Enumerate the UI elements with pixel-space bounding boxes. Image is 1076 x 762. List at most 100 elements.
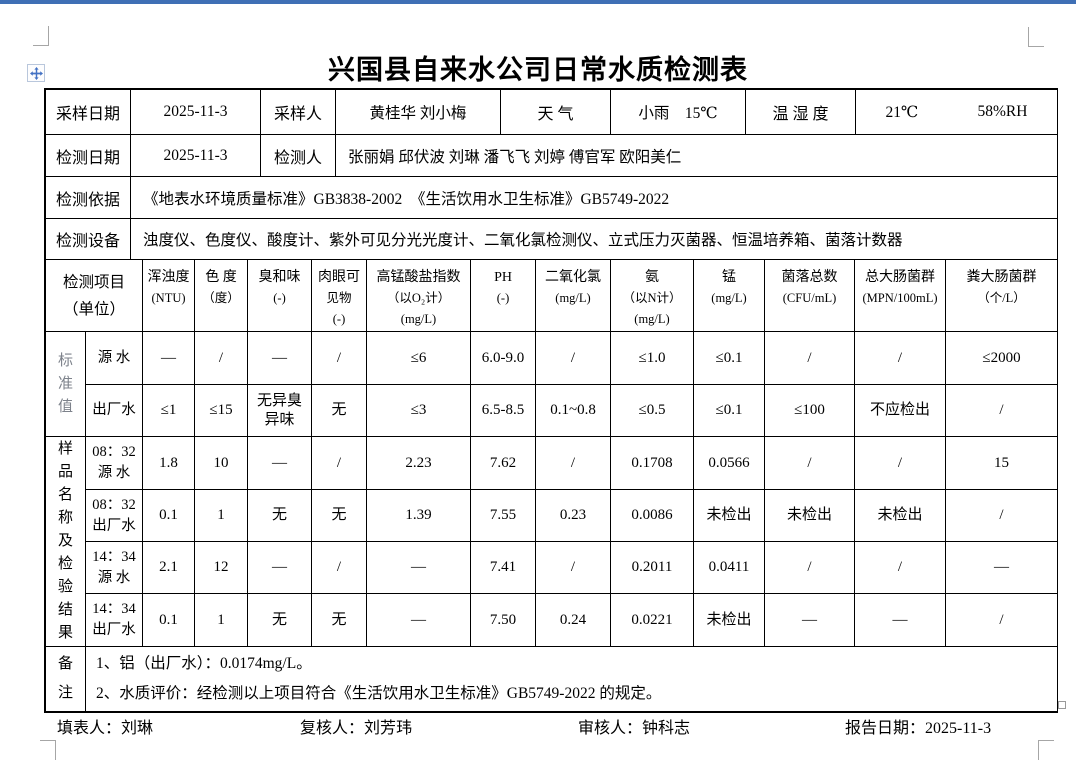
temperature-value: 21℃ xyxy=(885,103,919,121)
group-label-standard: 标准值 xyxy=(45,331,86,437)
water-quality-table: 采样日期 2025-11-3 采样人 黄桂华 刘小梅 天 气 小雨 15℃ 温 … xyxy=(44,88,1059,713)
sampling-info-row: 采样日期 2025-11-3 采样人 黄桂华 刘小梅 天 气 小雨 15℃ 温 … xyxy=(45,89,1058,135)
row-label-line: 出厂水 xyxy=(92,622,136,638)
value-cell-col8: 0.2011 xyxy=(610,541,695,594)
page-margin-mark-top-right xyxy=(1028,27,1044,47)
test-date-value: 2025-11-3 xyxy=(130,134,261,177)
column-header-10: 菌落总数 (CFU/mL) xyxy=(764,259,856,332)
value-cell-col2: 12 xyxy=(194,541,249,594)
group-label-char: 检 xyxy=(57,556,73,572)
value-cell-col7: / xyxy=(535,331,612,385)
value-cell-col9: 0.0411 xyxy=(693,541,766,594)
column-name-line: 高锰酸盐指数 xyxy=(376,270,461,285)
column-name-line: 色 度 xyxy=(205,270,237,285)
value-cell-col11: 不应检出 xyxy=(854,384,947,437)
column-name-line: 总大肠菌群 xyxy=(865,270,936,285)
value-cell-col8: 0.0221 xyxy=(610,593,695,647)
row-label-line: 源 水 xyxy=(97,349,131,366)
value-cell-col12: 15 xyxy=(945,436,1059,490)
remark-label-char: 备 xyxy=(57,656,73,672)
value-cell-col2: 1 xyxy=(194,489,249,542)
grid-data-row: 14：34 源 水 2.1 12— / —7.41/0.2011 0.0411// — xyxy=(46,541,1059,594)
value-cell-col11: / xyxy=(854,331,947,385)
column-unit-line: (-) xyxy=(496,291,510,305)
row-label: 08：32 出厂水 xyxy=(84,489,144,542)
page-margin-mark-bottom-left xyxy=(40,740,56,760)
move-cross-icon xyxy=(29,66,43,80)
remark-line-2: 2、水质评价：经检测以上项目符合《生活饮用水卫生标准》GB5749-2022 的… xyxy=(96,685,662,702)
value-cell-col3: 无 xyxy=(247,489,313,542)
basis-row: 检测依据 《地表水环境质量标准》GB3838-2002 《生活饮用水卫生标准》G… xyxy=(45,176,1058,219)
item-unit-header: 检测项目 （单位） xyxy=(44,259,144,332)
column-name-line: 菌落总数 xyxy=(781,270,838,285)
group-label-char: 及 xyxy=(57,533,73,549)
group-label-char: 名 xyxy=(57,487,73,503)
row-label-line: 14：34 xyxy=(92,601,136,617)
value-cell-col3: 无异臭 异味 xyxy=(247,384,313,437)
value-cell-col10: ≤100 xyxy=(764,384,856,437)
info-table: 采样日期 2025-11-3 采样人 黄桂华 刘小梅 天 气 小雨 15℃ 温 … xyxy=(45,89,1058,260)
temp-humidity-wrap: 21℃ 58%RH xyxy=(857,103,1057,122)
group-label-char: 称 xyxy=(57,510,73,526)
table-move-handle[interactable] xyxy=(27,64,45,82)
test-date-label: 检测日期 xyxy=(45,134,131,177)
column-header-3: 臭和味 (-) xyxy=(247,259,313,332)
value-cell-col6: 7.50 xyxy=(470,593,537,647)
column-unit-line: (CFU/mL) xyxy=(782,291,837,305)
tester-label: 检测人 xyxy=(260,134,336,177)
column-header-6: PH (-) xyxy=(470,259,537,332)
column-name-line: PH xyxy=(494,270,512,285)
remark-label: 备注 xyxy=(45,646,86,712)
group-label-samples: 样品名称及检验结果 xyxy=(45,436,86,647)
value-cell-col5: 1.39 xyxy=(366,489,472,542)
value-cell-col11: 未检出 xyxy=(854,489,947,542)
value-cell-col2: 1 xyxy=(194,593,249,647)
tester-names: 张丽娟 邱伏波 刘琳 潘飞飞 刘婷 傅官军 欧阳美仁 xyxy=(335,134,1058,177)
value-cell-col10: — xyxy=(764,593,856,647)
column-unit-line: （以N计） xyxy=(622,291,682,305)
group-label-char: 样 xyxy=(57,441,73,457)
row-label: 源 水 xyxy=(84,331,144,385)
column-unit-line: (mg/L) xyxy=(711,291,747,305)
value-cell-col10: / xyxy=(764,436,856,490)
value-cell-col6: 7.55 xyxy=(470,489,537,542)
page-margin-mark-bottom-right xyxy=(1038,740,1054,760)
column-unit-line: （度） xyxy=(202,291,240,305)
value-cell-col4: 无 xyxy=(311,384,368,437)
row-label-line: 源 水 xyxy=(97,465,131,481)
column-header-4: 肉眼可 见物 (-) xyxy=(311,259,368,332)
value-cell-col12: / xyxy=(945,489,1059,542)
weather-label: 天 气 xyxy=(500,89,611,135)
column-name-line: 臭和味 xyxy=(258,270,301,285)
value-cell-col4: / xyxy=(311,331,368,385)
value-cell-col9: ≤0.1 xyxy=(693,331,766,385)
value-cell-col1: 1.8 xyxy=(142,436,196,490)
basis-value: 《地表水环境质量标准》GB3838-2002 《生活饮用水卫生标准》GB5749… xyxy=(130,176,1058,219)
value-cell-col4: 无 xyxy=(311,593,368,647)
column-unit-line: (mg/L) xyxy=(400,312,437,326)
temp-humidity-value: 21℃ 58%RH xyxy=(855,89,1058,135)
row-label-line: 14：34 xyxy=(92,548,136,565)
column-unit-line: 见物 xyxy=(326,291,352,305)
table-resize-handle[interactable] xyxy=(1058,701,1066,709)
row-label: 14：34 源 水 xyxy=(84,541,144,594)
value-cell-col1: ≤1 xyxy=(142,384,196,437)
column-unit-line: (MPN/100mL) xyxy=(862,291,938,305)
page-margin-mark-top-left xyxy=(33,26,49,46)
value-cell-col3: — xyxy=(247,436,313,490)
row-label: 14：34 出厂水 xyxy=(84,593,144,647)
reviewed-by: 复核人：刘芳玮 xyxy=(300,720,413,737)
column-unit-line: （个/L） xyxy=(977,291,1026,305)
column-header-1: 浑浊度 (NTU) xyxy=(142,259,196,332)
remark-content: 1、铝（出厂水）：0.0174mg/L。 2、水质评价：经检测以上项目符合《生活饮… xyxy=(84,646,1059,712)
value-cell-col12: / xyxy=(945,384,1059,437)
measurement-grid: 检测项目 （单位） 浑浊度 (NTU) 色 度 （度） 臭和味 (-) 肉眼可 见物 (-) 高锰酸盐… xyxy=(44,259,1059,712)
value-cell-col11: / xyxy=(854,436,947,490)
value-cell-col2: / xyxy=(194,331,249,385)
value-cell-col5: ≤6 xyxy=(366,331,472,385)
group-label-char: 验 xyxy=(57,579,73,595)
value-cell-col3: — xyxy=(247,331,313,385)
value-cell-col12: — xyxy=(945,541,1059,594)
report-date: 报告日期：2025-11-3 xyxy=(845,720,992,737)
